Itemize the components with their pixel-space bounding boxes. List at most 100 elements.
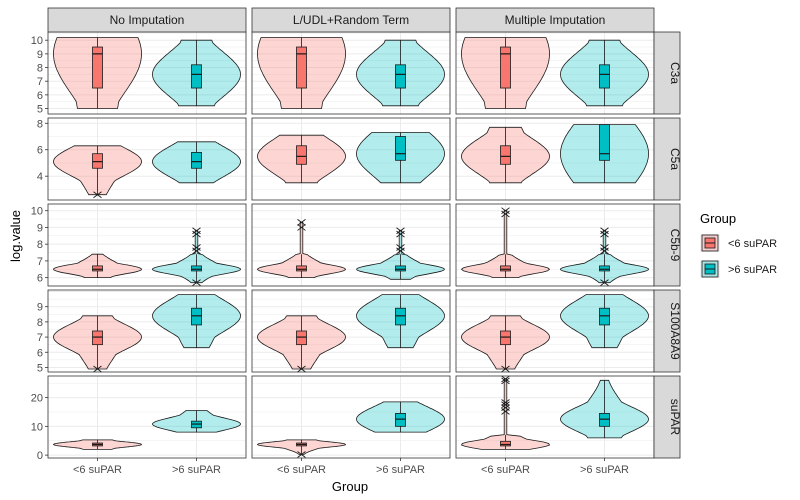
outlier-point — [93, 365, 102, 373]
panel-c3a-l-udl-random-term — [251, 31, 451, 115]
panel-c5b-9-multiple-imputation — [455, 203, 655, 287]
y-tick-label: 8 — [37, 239, 43, 251]
outlier-point — [297, 365, 306, 373]
panel-border — [47, 289, 247, 373]
x-tick-label: <6 suPAR — [73, 464, 122, 476]
panel-background — [456, 290, 654, 372]
panel-background — [456, 118, 654, 200]
y-tick-label: 6 — [37, 90, 43, 102]
panel-background — [252, 204, 450, 286]
column-strip-label: L/UDL+Random Term — [293, 13, 409, 27]
panel-supar-no-imputation — [47, 375, 247, 459]
y-tick-label: 9 — [37, 302, 43, 314]
row-strip-s100a8a9 — [653, 289, 681, 373]
box-6-supar — [395, 413, 406, 427]
panel-background — [456, 376, 654, 458]
panel-background — [48, 376, 246, 458]
column-strip-label: No Imputation — [110, 13, 185, 27]
panel-background — [252, 290, 450, 372]
y-tick-label: 7 — [37, 256, 43, 268]
outlier-point — [192, 244, 201, 251]
box-6-supar — [500, 330, 511, 346]
column-strip-no-imputation — [47, 7, 247, 33]
facet-panels — [47, 31, 655, 459]
outlier-point — [600, 227, 609, 235]
outlier-point — [501, 377, 510, 385]
facet-strips: No Imputation L/UDL+Random Term Multiple I… — [47, 7, 682, 459]
outlier-point — [396, 244, 405, 251]
y-tick-label: 6 — [37, 273, 43, 285]
outlier-point — [93, 191, 102, 199]
panel-c5a-no-imputation — [47, 117, 247, 201]
outlier-point — [192, 230, 201, 238]
outlier-point — [192, 227, 201, 235]
column-strip-multiple-imputation — [455, 7, 655, 33]
y-tick-label: 9 — [37, 49, 43, 61]
row-strip-c3a — [653, 31, 681, 115]
y-tick-label: 10 — [31, 206, 43, 218]
y-tick-label: 10 — [31, 35, 43, 47]
legend: Group <6 suPAR >6 suPAR — [700, 211, 777, 278]
panel-border — [47, 375, 247, 459]
outlier-point — [600, 247, 609, 255]
box-6-supar — [92, 46, 103, 89]
y-tick-label: 8 — [37, 118, 43, 130]
panel-border — [251, 375, 451, 459]
y-tick-label: 20 — [31, 393, 43, 405]
x-tick-label: >6 suPAR — [376, 464, 425, 476]
y-tick-label: 0 — [37, 450, 43, 462]
panel-background — [252, 376, 450, 458]
y-tick-label: 5 — [37, 104, 43, 116]
violin-6-supar — [256, 221, 347, 279]
outlier-point — [192, 279, 201, 287]
x-tick-label: <6 suPAR — [277, 464, 326, 476]
box-6-supar — [191, 64, 202, 89]
y-tick-label: 6 — [37, 347, 43, 359]
y-tick-label: 5 — [37, 362, 43, 374]
row-strip-c5b-9 — [653, 203, 681, 287]
panel-border — [251, 289, 451, 373]
panel-background — [48, 32, 246, 114]
outlier-point — [501, 399, 510, 406]
panel-background — [456, 204, 654, 286]
row-strip-label: C3a — [668, 62, 682, 84]
panel-s100a8a9-l-udl-random-term — [251, 289, 451, 373]
box-6-supar — [395, 136, 406, 161]
box-6-supar — [395, 307, 406, 326]
outlier-point — [396, 230, 405, 238]
panel-c5b-9-l-udl-random-term — [251, 203, 451, 287]
panel-c5a-l-udl-random-term — [251, 117, 451, 201]
box-6-supar — [92, 153, 103, 169]
legend-title: Group — [700, 211, 736, 226]
box-6-supar — [395, 265, 406, 272]
panel-background — [48, 290, 246, 372]
panel-s100a8a9-no-imputation — [47, 289, 247, 373]
box-6-supar — [500, 145, 511, 165]
box-6-supar — [92, 265, 103, 272]
violin-6-supar — [460, 210, 551, 279]
box-6-supar — [599, 64, 610, 89]
outlier-point — [501, 375, 510, 383]
y-tick-label: 6 — [37, 145, 43, 157]
panel-border — [47, 117, 247, 201]
legend-entry-6-supar: >6 suPAR — [700, 260, 777, 278]
x-axis-title: Group — [332, 479, 368, 494]
y-tick-label: 8 — [37, 317, 43, 329]
panel-background — [456, 32, 654, 114]
box-6-supar — [296, 145, 307, 165]
box-6-supar — [599, 124, 610, 161]
row-strip-label: C5a — [668, 148, 682, 170]
box-6-supar — [191, 307, 202, 326]
outlier-point — [600, 230, 609, 238]
panel-c3a-multiple-imputation — [455, 31, 655, 115]
y-axis-title: log.value — [8, 210, 23, 262]
panel-c3a-no-imputation — [47, 31, 247, 115]
row-strip-label: suPAR — [668, 399, 682, 436]
panel-background — [252, 118, 450, 200]
box-6-supar — [296, 46, 307, 89]
box-6-supar — [599, 307, 610, 326]
outlier-point — [297, 219, 306, 226]
box-6-supar — [500, 265, 511, 272]
